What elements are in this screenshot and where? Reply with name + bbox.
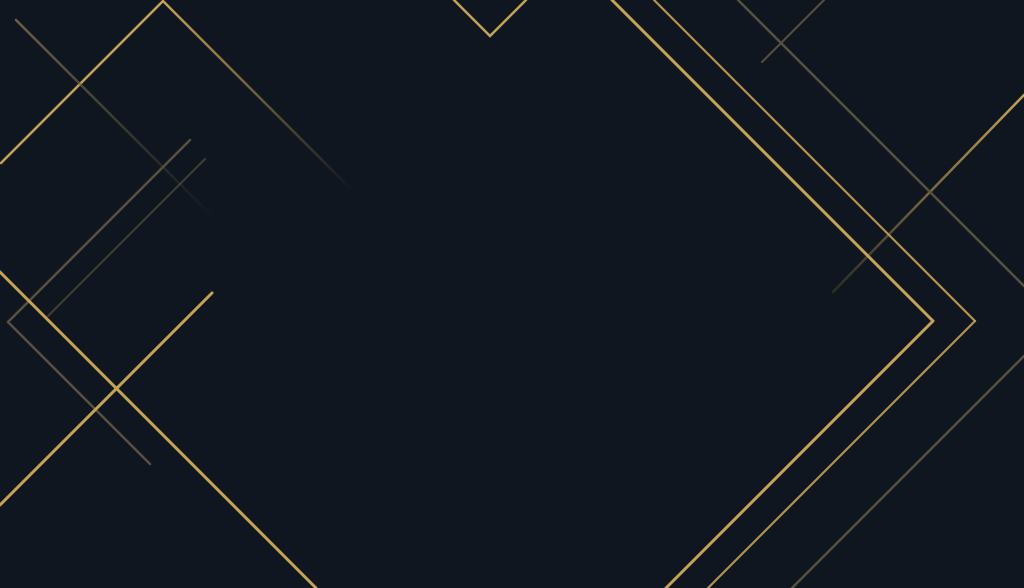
- infographic-canvas: National Dog Bite Statistics: Rising U.S…: [0, 0, 1024, 588]
- background-diamond-decor: [0, 0, 1024, 588]
